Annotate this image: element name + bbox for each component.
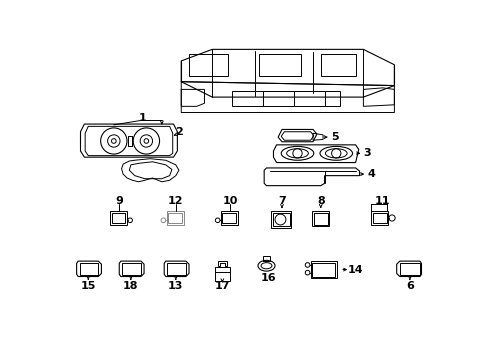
Bar: [220, 211, 237, 225]
Bar: [270, 211, 291, 228]
Bar: [110, 211, 127, 225]
Bar: [222, 213, 236, 223]
Text: 18: 18: [123, 281, 138, 291]
Text: 4: 4: [366, 169, 374, 179]
Text: 12: 12: [168, 196, 183, 206]
Bar: [122, 263, 141, 275]
Bar: [166, 211, 183, 225]
Text: 6: 6: [405, 281, 413, 291]
Bar: [168, 213, 182, 223]
Bar: [313, 213, 327, 225]
Bar: [272, 213, 289, 226]
Bar: [320, 54, 355, 76]
Text: 8: 8: [316, 196, 324, 206]
Text: 13: 13: [168, 281, 183, 291]
Bar: [231, 91, 340, 106]
Text: 1: 1: [138, 113, 146, 123]
Text: 9: 9: [115, 196, 123, 206]
Bar: [370, 211, 387, 225]
Bar: [311, 263, 335, 276]
Text: 7: 7: [278, 196, 285, 206]
Bar: [372, 213, 386, 223]
Text: 2: 2: [175, 127, 183, 137]
Bar: [111, 213, 125, 223]
Bar: [311, 211, 328, 226]
Text: 3: 3: [363, 148, 370, 158]
Text: 5: 5: [330, 132, 338, 142]
Text: 10: 10: [222, 196, 237, 206]
Text: 11: 11: [374, 196, 390, 206]
Text: 17: 17: [214, 281, 230, 291]
Bar: [310, 261, 336, 278]
Text: 14: 14: [347, 265, 363, 275]
Bar: [80, 263, 98, 275]
Bar: [189, 54, 227, 76]
Bar: [167, 263, 185, 275]
Bar: [399, 263, 419, 275]
Bar: [258, 54, 301, 76]
Text: 16: 16: [260, 273, 275, 283]
Text: 15: 15: [81, 281, 96, 291]
Bar: [214, 267, 230, 281]
